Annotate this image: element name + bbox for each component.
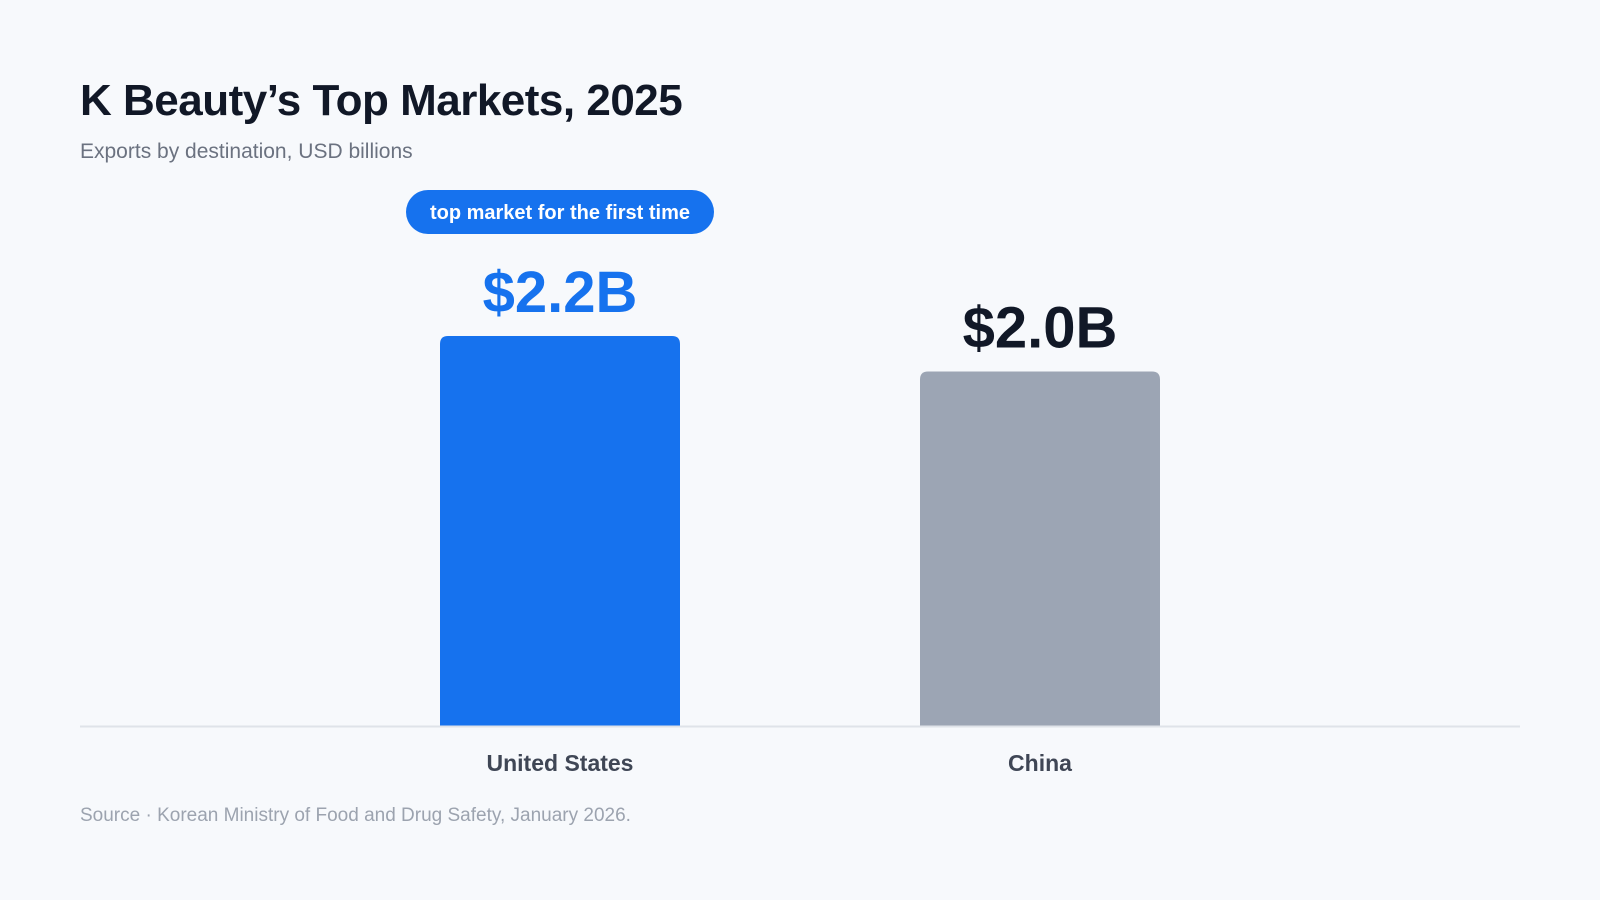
annotation-badge [406, 190, 714, 234]
annotation-text: top market for the first time [430, 202, 690, 224]
value-label: $2.2B [483, 260, 638, 325]
bar-united-states [440, 336, 680, 726]
value-label: $2.0B [963, 295, 1118, 360]
bar-china [920, 371, 1160, 726]
source-note: Source · Korean Ministry of Food and Dru… [80, 805, 631, 826]
chart-title: K Beauty’s Top Markets, 2025 [80, 76, 683, 125]
chart-subtitle: Exports by destination, USD billions [80, 140, 413, 163]
category-label: United States [487, 750, 634, 776]
category-label: China [1008, 750, 1072, 776]
